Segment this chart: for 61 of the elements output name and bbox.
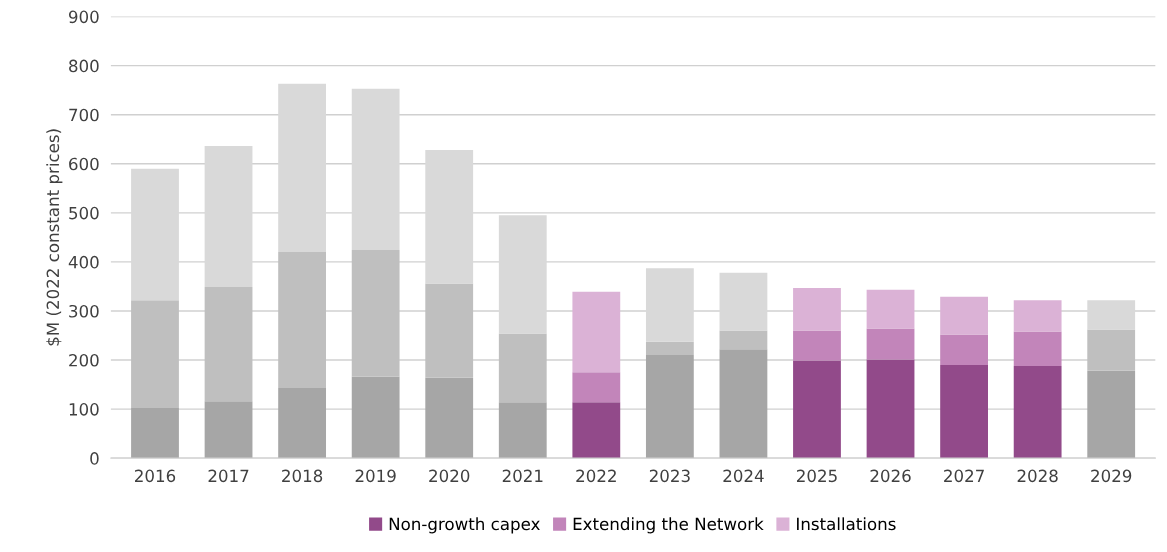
bar xyxy=(131,300,179,409)
legend-label: Non-growth capex xyxy=(389,517,540,534)
y-tick-label: 700 xyxy=(69,108,99,122)
y-tick-label: 0 xyxy=(90,452,99,465)
bar xyxy=(866,328,915,360)
x-tick-label: 2022 xyxy=(576,469,616,483)
bar xyxy=(572,402,621,459)
bar xyxy=(645,355,694,459)
bar xyxy=(204,286,253,402)
x-tick-label: 2017 xyxy=(208,469,249,483)
x-tick-label: 2027 xyxy=(944,469,984,483)
bar xyxy=(351,376,400,459)
bar xyxy=(204,401,253,459)
bar xyxy=(278,252,327,388)
bar xyxy=(131,408,179,459)
y-tick-label: 900 xyxy=(68,10,99,24)
x-tick-label: 2019 xyxy=(355,469,396,483)
bar xyxy=(1087,329,1136,371)
y-tick-label: 500 xyxy=(69,206,99,220)
x-tick-label: 2016 xyxy=(135,469,176,483)
y-tick-label: 800 xyxy=(69,59,99,73)
bar xyxy=(793,330,841,361)
x-tick-label: 2023 xyxy=(649,469,690,483)
bar xyxy=(278,387,327,459)
bar xyxy=(940,296,988,335)
x-tick-label: 2028 xyxy=(1017,469,1058,483)
bar xyxy=(940,334,988,365)
x-tick-label: 2020 xyxy=(429,469,470,483)
bar xyxy=(498,333,547,403)
bar xyxy=(940,364,988,459)
bar xyxy=(572,291,621,373)
bar xyxy=(719,330,768,350)
legend-label: Installations xyxy=(797,517,896,531)
x-tick-label: 2026 xyxy=(870,469,911,483)
bar xyxy=(498,402,547,459)
bar xyxy=(572,372,621,403)
y-tick-label: 200 xyxy=(69,353,99,367)
bar xyxy=(719,349,768,459)
x-tick-label: 2024 xyxy=(723,469,764,483)
y-tick-label: 400 xyxy=(68,255,99,269)
legend-label: Extending the Network xyxy=(573,517,764,534)
bar xyxy=(1087,370,1136,459)
y-tick-label: 600 xyxy=(69,157,99,171)
x-tick-label: 2018 xyxy=(282,469,323,483)
y-tick-label: 100 xyxy=(69,403,99,416)
x-tick-label: 2029 xyxy=(1091,469,1132,483)
bar xyxy=(425,283,474,378)
bar xyxy=(1013,365,1062,459)
bar xyxy=(351,250,400,377)
bar xyxy=(793,360,841,459)
y-tick-label: 300 xyxy=(69,304,99,318)
bar xyxy=(1013,300,1062,332)
bar xyxy=(866,289,915,329)
bar xyxy=(793,287,841,331)
bar xyxy=(645,341,694,356)
x-tick-label: 2021 xyxy=(502,469,543,483)
bar xyxy=(425,377,474,459)
x-tick-label: 2025 xyxy=(797,469,837,483)
bar xyxy=(866,359,915,459)
y-axis-title: $M (2022 constant prices) xyxy=(46,129,63,346)
bar xyxy=(1013,331,1062,366)
